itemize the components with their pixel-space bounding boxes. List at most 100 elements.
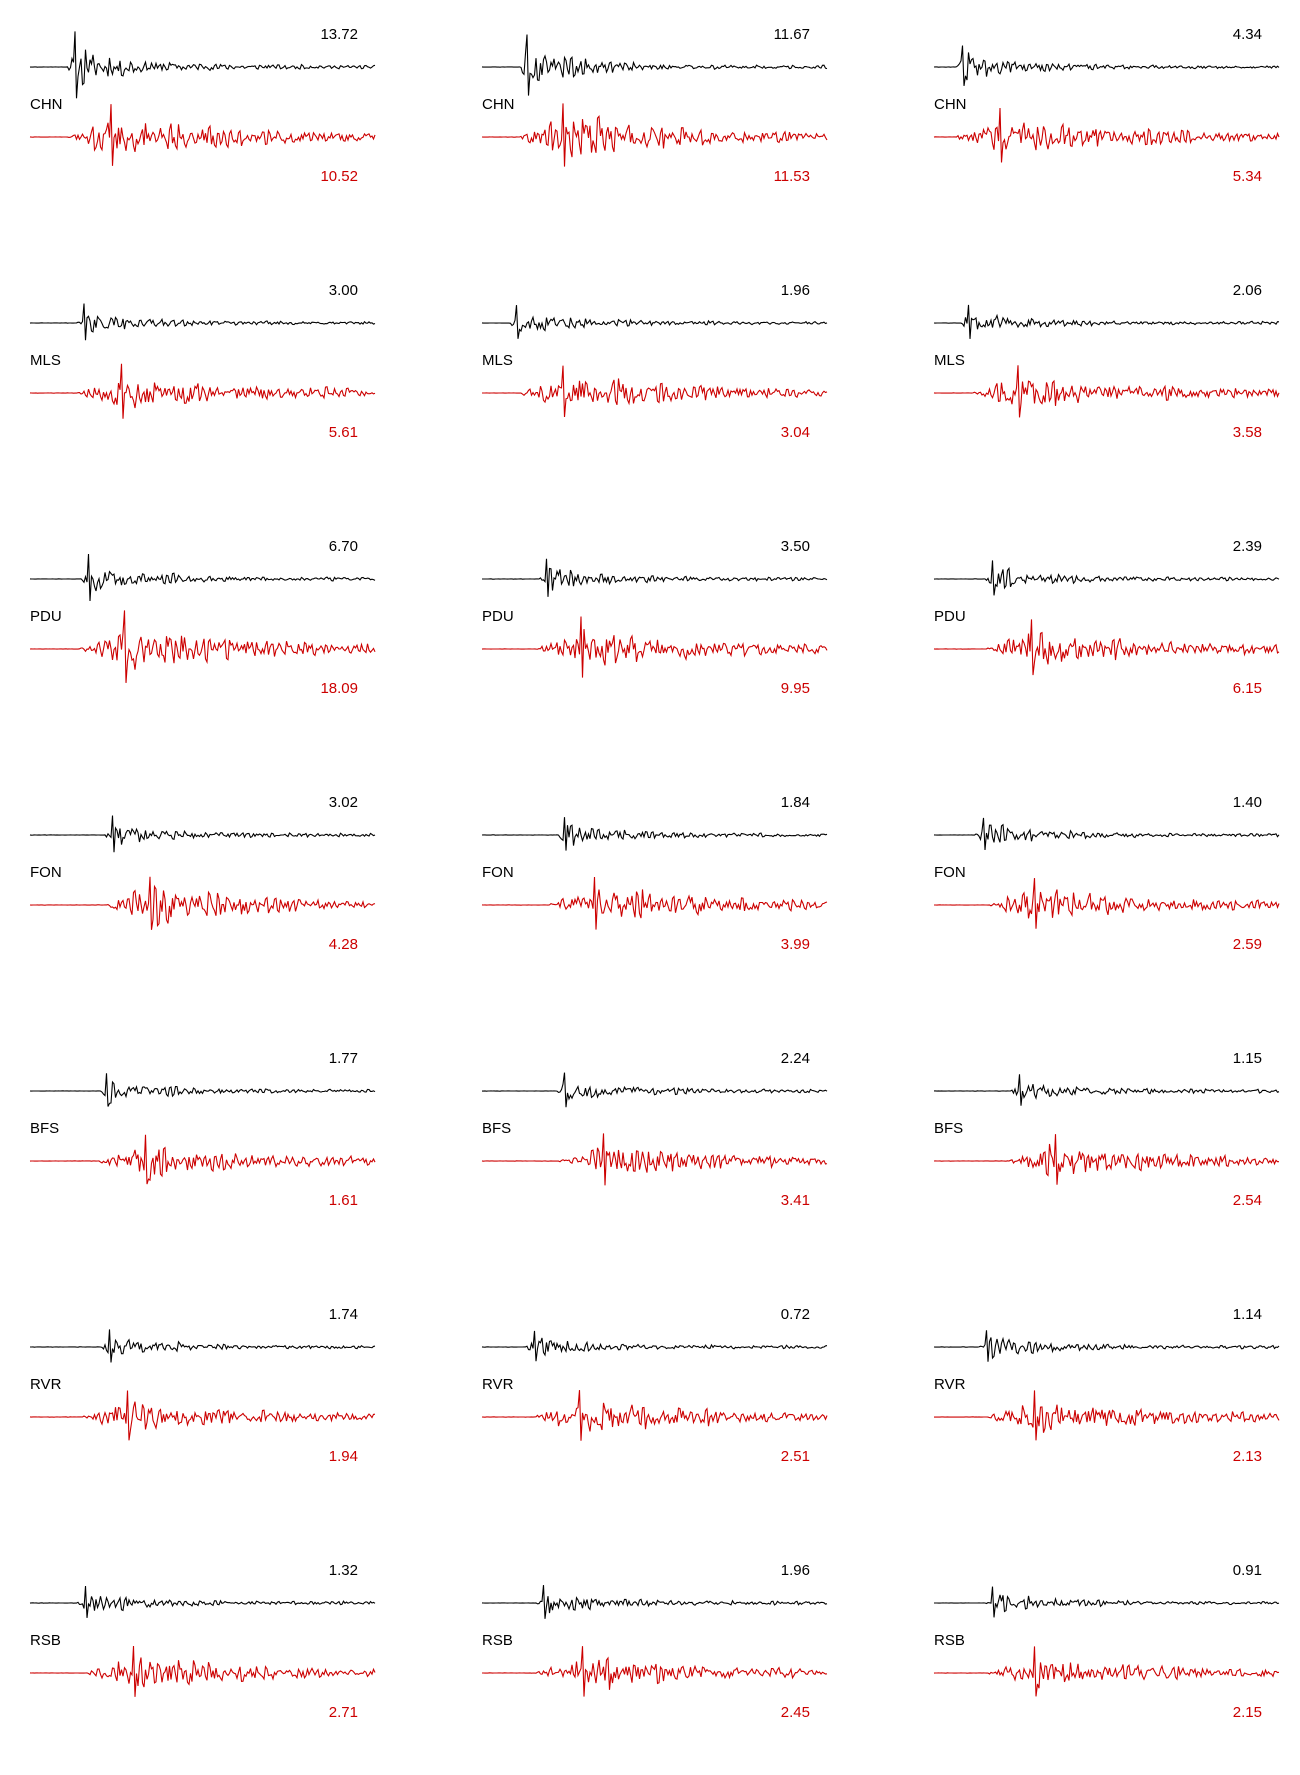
seismogram-panel: 1.84 FON 3.99 bbox=[481, 788, 832, 953]
trace-pair bbox=[933, 1074, 1280, 1185]
top-amplitude-label: 6.70 bbox=[328, 538, 358, 555]
trace-pair bbox=[933, 45, 1280, 163]
station-label: CHN bbox=[934, 96, 967, 113]
observed-trace bbox=[29, 1073, 376, 1107]
observed-trace bbox=[29, 303, 376, 341]
trace-pair bbox=[29, 815, 376, 930]
seismogram-panel: 1.96 RSB 2.45 bbox=[481, 1556, 832, 1721]
observed-trace bbox=[30, 1329, 376, 1363]
trace-pair bbox=[29, 1585, 376, 1697]
trace-pair bbox=[481, 817, 828, 930]
synthetic-trace bbox=[933, 365, 1280, 418]
bottom-amplitude-label: 2.13 bbox=[1232, 1448, 1262, 1465]
bottom-amplitude-label: 11.53 bbox=[773, 168, 810, 185]
seismogram-panel: 1.74 RVR 1.94 bbox=[29, 1300, 380, 1465]
station-label: RSB bbox=[482, 1632, 513, 1649]
station-label: RVR bbox=[482, 1376, 514, 1393]
seismogram-panel: 1.15 BFS 2.54 bbox=[933, 1044, 1284, 1209]
top-amplitude-label: 2.06 bbox=[1232, 282, 1262, 299]
observed-trace bbox=[481, 34, 828, 96]
synthetic-trace bbox=[29, 1390, 376, 1441]
synthetic-trace bbox=[934, 1390, 1280, 1441]
bottom-amplitude-label: 1.94 bbox=[328, 1448, 358, 1465]
top-amplitude-label: 3.02 bbox=[328, 794, 358, 811]
synthetic-trace bbox=[934, 878, 1280, 929]
observed-trace bbox=[29, 1585, 376, 1618]
trace-pair bbox=[481, 34, 828, 167]
seismogram-panel: 2.39 PDU 6.15 bbox=[933, 532, 1284, 697]
bottom-amplitude-label: 5.61 bbox=[328, 424, 358, 441]
station-label: RSB bbox=[934, 1632, 965, 1649]
synthetic-trace bbox=[29, 610, 376, 683]
bottom-amplitude-label: 3.41 bbox=[780, 1192, 810, 1209]
observed-trace bbox=[933, 1330, 1280, 1362]
synthetic-trace bbox=[481, 1133, 828, 1186]
observed-trace bbox=[481, 305, 828, 339]
station-label: CHN bbox=[482, 96, 515, 113]
trace-pair bbox=[29, 303, 376, 419]
top-amplitude-label: 2.24 bbox=[780, 1050, 810, 1067]
top-amplitude-label: 1.77 bbox=[328, 1050, 358, 1067]
synthetic-trace bbox=[933, 107, 1280, 163]
trace-pair bbox=[481, 1072, 828, 1186]
top-amplitude-label: 13.72 bbox=[320, 26, 358, 43]
seismogram-panel: 3.00 MLS 5.61 bbox=[29, 276, 380, 441]
top-amplitude-label: 3.50 bbox=[780, 538, 810, 555]
trace-pair bbox=[29, 1329, 376, 1441]
seismogram-panel: 3.02 FON 4.28 bbox=[29, 788, 380, 953]
seismogram-panel: 13.72 CHN 10.52 bbox=[29, 20, 380, 185]
synthetic-trace bbox=[482, 1646, 828, 1697]
synthetic-trace bbox=[482, 365, 828, 418]
seismogram-panel: 4.34 CHN 5.34 bbox=[933, 20, 1284, 185]
observed-trace bbox=[29, 815, 376, 853]
bottom-amplitude-label: 2.71 bbox=[328, 1704, 358, 1721]
observed-trace bbox=[482, 1072, 828, 1108]
observed-trace bbox=[934, 1074, 1280, 1106]
observed-trace bbox=[29, 553, 376, 602]
top-amplitude-label: 11.67 bbox=[773, 26, 810, 43]
seismogram-panel: 0.91 RSB 2.15 bbox=[933, 1556, 1284, 1721]
observed-trace bbox=[933, 45, 1280, 86]
seismogram-panel: 6.70 PDU 18.09 bbox=[29, 532, 380, 697]
bottom-amplitude-label: 2.54 bbox=[1232, 1192, 1262, 1209]
seismogram-panel: 1.32 RSB 2.71 bbox=[29, 1556, 380, 1721]
station-label: FON bbox=[934, 864, 966, 881]
top-amplitude-label: 1.15 bbox=[1232, 1050, 1262, 1067]
trace-pair bbox=[933, 1586, 1280, 1697]
synthetic-trace bbox=[29, 363, 376, 419]
station-label: MLS bbox=[30, 352, 61, 369]
station-label: RSB bbox=[30, 1632, 61, 1649]
trace-pair bbox=[29, 1073, 376, 1185]
top-amplitude-label: 1.14 bbox=[1232, 1306, 1262, 1323]
observed-trace bbox=[29, 31, 376, 99]
synthetic-trace bbox=[29, 876, 376, 930]
trace-pair bbox=[481, 305, 828, 418]
synthetic-trace bbox=[933, 1134, 1279, 1185]
bottom-amplitude-label: 2.51 bbox=[780, 1448, 810, 1465]
seismogram-panel: 1.96 MLS 3.04 bbox=[481, 276, 832, 441]
top-amplitude-label: 1.84 bbox=[780, 794, 810, 811]
trace-pair bbox=[481, 558, 828, 678]
synthetic-trace bbox=[29, 1134, 376, 1185]
top-amplitude-label: 1.74 bbox=[328, 1306, 358, 1323]
top-amplitude-label: 0.72 bbox=[780, 1306, 810, 1323]
station-label: RVR bbox=[30, 1376, 62, 1393]
observed-trace bbox=[933, 304, 1280, 339]
station-label: MLS bbox=[482, 352, 513, 369]
observed-trace bbox=[481, 1585, 828, 1619]
synthetic-trace bbox=[933, 1646, 1280, 1697]
observed-trace bbox=[933, 817, 1280, 851]
station-label: PDU bbox=[482, 608, 514, 625]
top-amplitude-label: 1.40 bbox=[1232, 794, 1262, 811]
bottom-amplitude-label: 10.52 bbox=[320, 168, 358, 185]
seismogram-panel: 1.77 BFS 1.61 bbox=[29, 1044, 380, 1209]
seismogram-panel: 2.06 MLS 3.58 bbox=[933, 276, 1284, 441]
trace-pair bbox=[29, 31, 376, 166]
top-amplitude-label: 1.96 bbox=[780, 282, 810, 299]
bottom-amplitude-label: 3.04 bbox=[780, 424, 810, 441]
station-label: RVR bbox=[934, 1376, 966, 1393]
synthetic-trace bbox=[29, 1645, 376, 1697]
trace-pair bbox=[29, 553, 376, 683]
trace-pair bbox=[933, 1330, 1280, 1441]
top-amplitude-label: 1.96 bbox=[780, 1562, 810, 1579]
